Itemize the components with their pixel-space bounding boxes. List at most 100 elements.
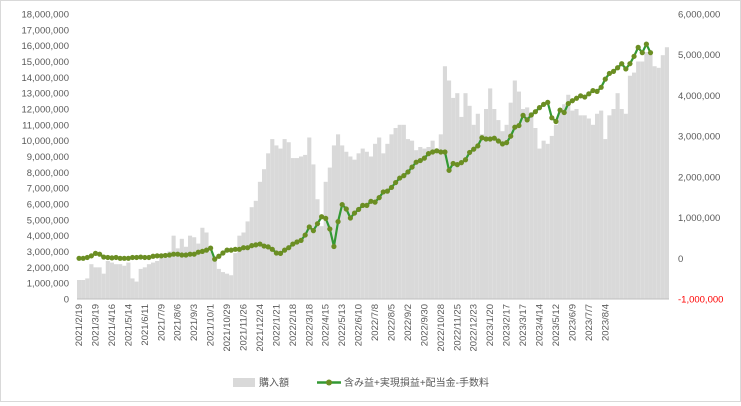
- bar: [315, 199, 320, 299]
- x-tick-label: 2022/9/30: [419, 304, 430, 346]
- line-point: [508, 133, 514, 139]
- bar: [257, 181, 262, 299]
- line-point: [138, 254, 144, 260]
- line-point: [323, 215, 329, 221]
- bar: [294, 158, 299, 299]
- bar: [541, 140, 546, 299]
- bar: [81, 280, 86, 299]
- line-point: [401, 173, 407, 179]
- bar: [623, 113, 628, 299]
- right-tick-label: -1,000,000: [678, 295, 723, 306]
- bar: [660, 55, 665, 299]
- bar: [479, 134, 484, 299]
- line-point: [109, 255, 115, 261]
- bar-series-purchase-amount: [77, 47, 669, 299]
- x-tick-label: 2021/2/19: [74, 304, 85, 346]
- line-point: [134, 254, 140, 261]
- line-point: [257, 241, 263, 247]
- x-tick-label: 2022/10/28: [436, 304, 447, 352]
- bar: [566, 94, 571, 299]
- bar: [130, 278, 135, 299]
- bar: [171, 235, 176, 299]
- bar: [640, 61, 645, 299]
- bar: [488, 88, 493, 299]
- bar: [134, 281, 139, 299]
- line-point: [446, 167, 452, 173]
- bar: [459, 116, 464, 299]
- bar: [590, 124, 595, 299]
- line-point: [528, 112, 534, 118]
- line-point: [598, 84, 604, 90]
- bar: [582, 115, 587, 299]
- line-point: [195, 249, 201, 255]
- line-point: [590, 87, 596, 94]
- left-tick-label: 14,000,000: [21, 73, 69, 84]
- line-point: [471, 146, 477, 152]
- left-tick-label: 7,000,000: [27, 184, 69, 195]
- legend: 購入額 含み益+実現損益+配当金-手数料: [233, 376, 489, 389]
- line-point: [282, 247, 288, 253]
- line-point: [615, 65, 621, 71]
- bar: [410, 140, 415, 299]
- line-point: [203, 247, 210, 253]
- line-point: [619, 61, 625, 67]
- legend-label-bar: 購入額: [259, 376, 289, 389]
- bar: [270, 139, 275, 299]
- line-point: [306, 224, 312, 230]
- bar: [438, 134, 443, 299]
- bar: [331, 145, 336, 299]
- bar: [303, 154, 308, 299]
- x-tick-label: 2023/6/9: [567, 304, 578, 341]
- line-point: [487, 136, 493, 142]
- x-tick-label: 2023/7/7: [584, 304, 595, 341]
- bar: [97, 267, 102, 299]
- line-point: [631, 53, 637, 59]
- line-point: [150, 253, 156, 259]
- line-point: [516, 122, 522, 129]
- line-point: [578, 93, 584, 99]
- line-point: [413, 159, 419, 165]
- line-point: [479, 135, 485, 141]
- line-point: [569, 98, 575, 104]
- right-tick-label: 2,000,000: [678, 172, 720, 183]
- line-point: [294, 239, 300, 245]
- bar: [282, 139, 287, 299]
- bar: [118, 264, 123, 299]
- line-point: [643, 41, 649, 47]
- bar: [216, 268, 221, 299]
- line-point: [504, 140, 510, 146]
- bar: [105, 261, 110, 299]
- line-point: [314, 221, 321, 227]
- bar: [229, 275, 234, 299]
- bar: [586, 118, 591, 299]
- bar: [151, 262, 156, 299]
- line-point: [339, 201, 345, 208]
- left-tick-label: 0: [64, 295, 69, 306]
- bar: [570, 110, 575, 299]
- bar: [389, 134, 394, 299]
- line-point: [220, 250, 226, 256]
- left-tick-label: 3,000,000: [27, 247, 69, 258]
- bar: [159, 257, 164, 299]
- x-tick-label: 2021/8/6: [173, 304, 184, 341]
- left-tick-label: 6,000,000: [27, 200, 69, 211]
- line-point: [105, 254, 111, 261]
- line-point: [191, 251, 197, 257]
- line-point: [606, 70, 612, 77]
- right-tick-label: 3,000,000: [678, 132, 720, 143]
- line-point: [232, 246, 238, 252]
- bar: [496, 120, 501, 299]
- bar: [237, 235, 242, 299]
- bar: [77, 280, 82, 299]
- x-tick-label: 2022/7/8: [370, 304, 381, 341]
- line-point: [302, 232, 308, 238]
- line-point: [253, 242, 259, 248]
- bar: [611, 109, 616, 299]
- bar: [422, 148, 427, 299]
- line-point: [347, 215, 353, 221]
- bar: [632, 72, 637, 299]
- bar: [471, 124, 476, 299]
- x-tick-label: 2021/4/16: [107, 304, 118, 346]
- bar: [516, 91, 521, 299]
- bar: [405, 139, 410, 299]
